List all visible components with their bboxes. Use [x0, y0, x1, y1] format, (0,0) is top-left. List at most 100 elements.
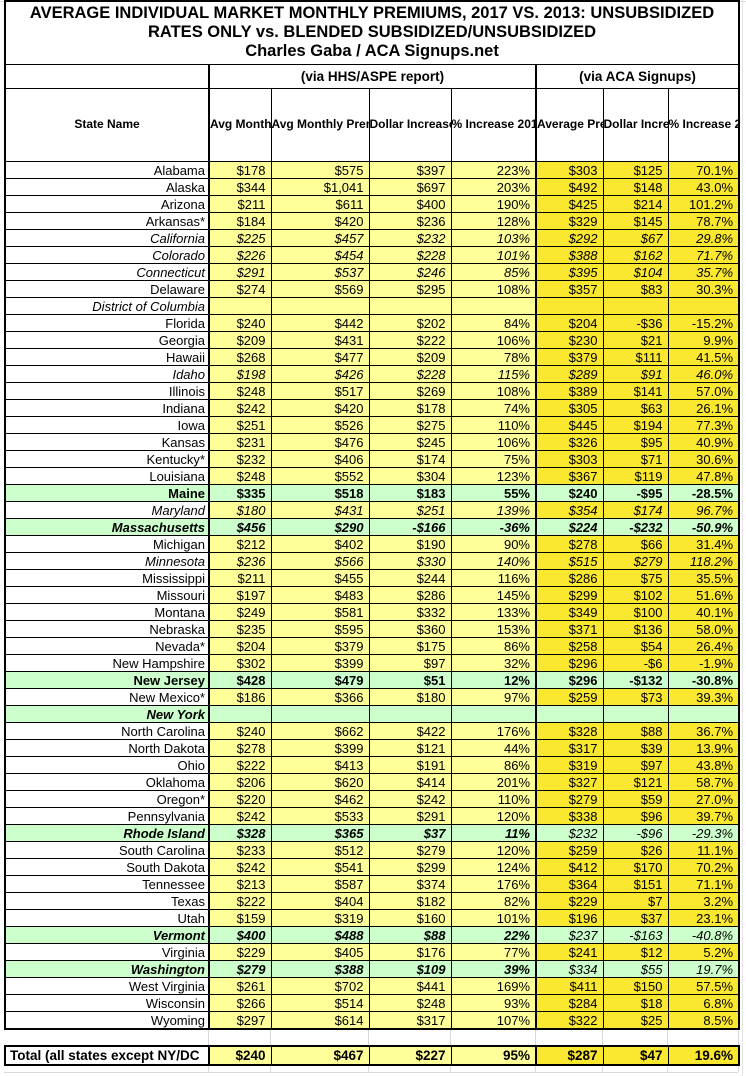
value-cell: $235: [208, 620, 272, 638]
value-cell: $251: [368, 501, 452, 519]
value-cell: $209: [208, 331, 272, 349]
value-cell: $405: [270, 943, 370, 961]
value-cell: $119: [602, 467, 669, 485]
col-header-avg-premium-2017-unsubsidized: Avg Monthly Premium 2017 total indy mkt …: [270, 88, 370, 162]
value-cell: $317: [368, 1011, 452, 1030]
state-cell: Kentucky*: [4, 450, 210, 468]
state-cell: Florida: [4, 314, 210, 332]
value-cell: $455: [270, 569, 370, 587]
value-cell: $245: [368, 433, 452, 451]
premiums-table: AVERAGE INDIVIDUAL MARKET MONTHLY PREMIU…: [4, 0, 741, 1030]
value-cell: $230: [535, 331, 604, 349]
table-row: Georgia $209 $431 $222 106% $230 $21 9.9%: [4, 331, 740, 349]
state-cell: New Mexico*: [4, 688, 210, 706]
value-cell: $170: [602, 858, 669, 876]
state-cell: North Carolina: [4, 722, 210, 740]
value-cell: $413: [270, 756, 370, 774]
grid-right-line: [742, 0, 743, 1076]
value-cell: $296: [535, 671, 604, 689]
value-cell: -$163: [602, 926, 669, 944]
state-cell: Massachusetts: [4, 518, 210, 536]
value-cell: 31.4%: [667, 535, 740, 553]
value-cell: -$96: [602, 824, 669, 842]
value-cell: [602, 705, 669, 723]
grid-column-line: [270, 1066, 271, 1072]
value-cell: $614: [270, 1011, 370, 1030]
value-cell: [368, 297, 452, 315]
value-cell: $180: [208, 501, 272, 519]
value-cell: $462: [270, 790, 370, 808]
value-cell: $213: [208, 875, 272, 893]
value-cell: $196: [535, 909, 604, 927]
value-cell: $526: [270, 416, 370, 434]
value-cell: 74%: [450, 399, 537, 417]
value-cell: $97: [368, 654, 452, 672]
table-row: California $225 $457 $232 103% $292 $67 29.8%: [4, 229, 740, 247]
value-cell: $141: [602, 382, 669, 400]
value-cell: 27.0%: [667, 790, 740, 808]
value-cell: $228: [368, 365, 452, 383]
table-row: Wisconsin $266 $514 $248 93% $284 $18 6.8%: [4, 994, 740, 1012]
value-cell: $275: [368, 416, 452, 434]
value-cell: $365: [270, 824, 370, 842]
value-cell: $97: [602, 756, 669, 774]
value-cell: $428: [208, 671, 272, 689]
table-row: Minnesota $236 $566 $330 140% $515 $279 118.2%: [4, 552, 740, 570]
value-cell: $406: [270, 450, 370, 468]
value-cell: 3.2%: [667, 892, 740, 910]
value-cell: [667, 705, 740, 723]
grid-column-line: [450, 1066, 451, 1072]
value-cell: -$232: [602, 518, 669, 536]
total-value-cell: $47: [602, 1045, 669, 1066]
value-cell: $209: [368, 348, 452, 366]
value-cell: $442: [270, 314, 370, 332]
value-cell: $541: [270, 858, 370, 876]
value-cell: $299: [368, 858, 452, 876]
value-cell: $319: [270, 909, 370, 927]
value-cell: $552: [270, 467, 370, 485]
value-cell: $182: [368, 892, 452, 910]
value-cell: $492: [535, 178, 604, 196]
value-cell: $290: [270, 518, 370, 536]
value-cell: $242: [208, 399, 272, 417]
state-cell: Kansas: [4, 433, 210, 451]
value-cell: $104: [602, 263, 669, 281]
state-cell: Michigan: [4, 535, 210, 553]
value-cell: 26.4%: [667, 637, 740, 655]
state-cell: Iowa: [4, 416, 210, 434]
value-cell: 133%: [450, 603, 537, 621]
col-header-avg-premium-2017-aptc: Average Premium 2017 APTC Included: [535, 88, 604, 162]
value-cell: $176: [368, 943, 452, 961]
total-value-cell: 95%: [450, 1045, 537, 1066]
table-row: South Dakota $242 $541 $299 124% $412 $170 70.2…: [4, 858, 740, 876]
state-cell: Maine: [4, 484, 210, 502]
table-row: Ohio $222 $413 $191 86% $319 $97 43.8%: [4, 756, 740, 774]
value-cell: $566: [270, 552, 370, 570]
value-cell: $150: [602, 977, 669, 995]
value-cell: -$95: [602, 484, 669, 502]
title-line-2: RATES ONLY vs. BLENDED SUBSIDIZED/UNSUBS…: [148, 23, 597, 41]
value-cell: 40.1%: [667, 603, 740, 621]
value-cell: 106%: [450, 433, 537, 451]
title-line-1: AVERAGE INDIVIDUAL MARKET MONTHLY PREMIU…: [29, 4, 715, 22]
value-cell: 77%: [450, 943, 537, 961]
value-cell: $296: [535, 654, 604, 672]
value-cell: $388: [535, 246, 604, 264]
value-cell: [450, 297, 537, 315]
value-cell: $354: [535, 501, 604, 519]
value-cell: 153%: [450, 620, 537, 638]
value-cell: $329: [535, 212, 604, 230]
value-cell: 12%: [450, 671, 537, 689]
value-cell: $194: [602, 416, 669, 434]
col-header-avg-premium-2013: Avg Monthly Premium 2013: [208, 88, 272, 162]
value-cell: $400: [368, 195, 452, 213]
table-row: Virginia $229 $405 $176 77% $241 $12 5.2%: [4, 943, 740, 961]
state-cell: Utah: [4, 909, 210, 927]
value-cell: 30.3%: [667, 280, 740, 298]
state-cell: Rhode Island: [4, 824, 210, 842]
value-cell: $284: [535, 994, 604, 1012]
value-cell: $404: [270, 892, 370, 910]
table-row: Louisiana $248 $552 $304 123% $367 $119 47.8%: [4, 467, 740, 485]
value-cell: 78.7%: [667, 212, 740, 230]
col-header-pct-increase-no-aptc: % Increase 2013-2017 APTC NOT Included: [450, 88, 537, 162]
